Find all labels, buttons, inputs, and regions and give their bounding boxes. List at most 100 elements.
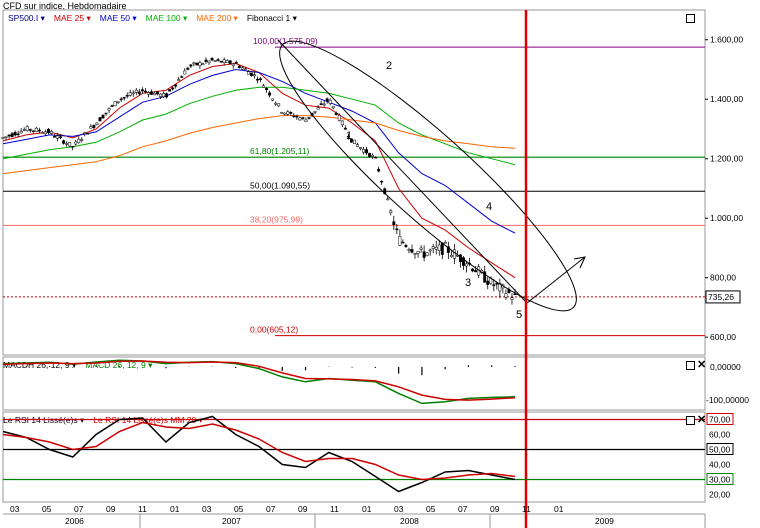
candle-body: [510, 297, 514, 300]
candle-body: [428, 249, 432, 252]
candle-body: [216, 59, 220, 61]
candle-body: [313, 111, 317, 113]
candle-body: [201, 63, 205, 66]
candle-body: [128, 92, 132, 96]
month-tick-label: 03: [394, 504, 404, 514]
month-tick-label: 11: [522, 504, 531, 514]
candle-body: [125, 95, 129, 97]
candle-body: [304, 119, 308, 123]
candle-body: [283, 112, 287, 115]
rsi-tick-label: 30,00: [709, 475, 731, 485]
candle-body: [156, 91, 159, 95]
candle-body: [413, 253, 417, 255]
candle-body: [249, 72, 253, 76]
candle-body: [471, 268, 475, 272]
candle-body: [168, 89, 172, 92]
candle-body: [343, 127, 347, 130]
candle-body: [259, 78, 262, 80]
rsi-level-box: [706, 413, 734, 425]
wave-label: 2: [386, 60, 392, 72]
candle-body: [213, 60, 217, 62]
trend-ellipse: [279, 40, 577, 312]
main-legend-item[interactable]: SP500.I ▾: [8, 13, 45, 23]
candle-body: [316, 107, 320, 110]
candle-body: [146, 92, 150, 95]
year-label: 2009: [595, 516, 614, 526]
main-legend-item[interactable]: Fibonacci 1 ▾: [246, 13, 297, 23]
candle-body: [362, 149, 365, 153]
rsi-level-box: [706, 443, 734, 455]
candle-body: [352, 139, 356, 145]
price-tick-label: 1.400,00: [710, 94, 743, 104]
candle-body: [380, 180, 384, 183]
wave-label: 1: [346, 130, 352, 142]
macd-legend-item[interactable]: MACD 26, 12, 9 ▾: [85, 360, 153, 370]
candle-body: [101, 115, 105, 119]
maximize-main-button[interactable]: [686, 14, 695, 23]
candle-body: [280, 112, 284, 114]
candle-body: [495, 282, 499, 285]
candle-body: [465, 263, 468, 267]
maximize-macd-button[interactable]: [686, 361, 695, 370]
month-tick-label: 01: [170, 504, 180, 514]
candle-body: [183, 70, 187, 75]
month-tick-label: 03: [10, 504, 20, 514]
candle-body: [234, 61, 238, 64]
candle-body: [62, 140, 66, 144]
rsi-line: [2, 421, 516, 481]
candle-body: [253, 74, 256, 77]
candle-body: [513, 293, 517, 296]
candle-body: [104, 112, 108, 115]
candle-body: [210, 57, 214, 61]
candle-body: [322, 103, 326, 106]
main-legend-item[interactable]: MAE 100 ▾: [145, 13, 188, 23]
candle-body: [440, 242, 444, 255]
candle-body: [71, 146, 75, 148]
candle-body: [149, 91, 153, 95]
target-arrow-line: [526, 256, 586, 304]
rsi-level-box: [706, 473, 734, 485]
candle-body: [37, 129, 41, 132]
month-tick-label: 09: [490, 504, 500, 514]
fibonacci-level-label: 50,00(1.090,55): [250, 180, 310, 190]
candle-body: [43, 131, 47, 135]
month-tick-label: 09: [298, 504, 308, 514]
candle-body: [371, 154, 375, 157]
candle-body: [256, 78, 259, 81]
candle-body: [334, 112, 338, 115]
candle-body: [222, 59, 226, 63]
wave-label: 4: [486, 201, 492, 213]
target-arrow-head: [573, 256, 586, 269]
trend-channel-line: [277, 39, 528, 304]
candle-body: [401, 241, 405, 244]
candle-body: [431, 246, 435, 249]
month-tick-label: 07: [458, 504, 468, 514]
close-rsi-icon[interactable]: ✕: [697, 414, 707, 426]
candle-body: [198, 62, 202, 66]
candle-body: [4, 136, 8, 138]
macd-legend-item[interactable]: MACDH 26, 12, 9 ▾: [3, 360, 77, 370]
candle-body: [286, 111, 290, 115]
candle-body: [180, 76, 184, 78]
main-legend-item[interactable]: MAE 50 ▾: [99, 13, 137, 23]
maximize-rsi-button[interactable]: [686, 416, 695, 425]
candle-body: [274, 102, 278, 105]
month-tick-label: 01: [554, 504, 564, 514]
candle-body: [434, 246, 438, 250]
candle-body: [19, 130, 23, 134]
candle-body: [262, 85, 265, 88]
close-macd-icon[interactable]: ✕: [697, 359, 707, 371]
main-legend-item[interactable]: MAE 25 ▾: [53, 13, 91, 23]
main-legend-item[interactable]: MAE 200 ▾: [196, 13, 238, 23]
candle-body: [25, 126, 29, 132]
candle-body: [1, 137, 5, 139]
wave-label: 5: [516, 309, 522, 321]
candle-body: [59, 136, 63, 138]
candle-body: [404, 245, 408, 247]
candle-body: [410, 249, 414, 253]
candle-body: [162, 93, 166, 97]
candle-body: [446, 246, 450, 253]
candle-body: [374, 156, 378, 159]
candle-body: [131, 92, 135, 95]
